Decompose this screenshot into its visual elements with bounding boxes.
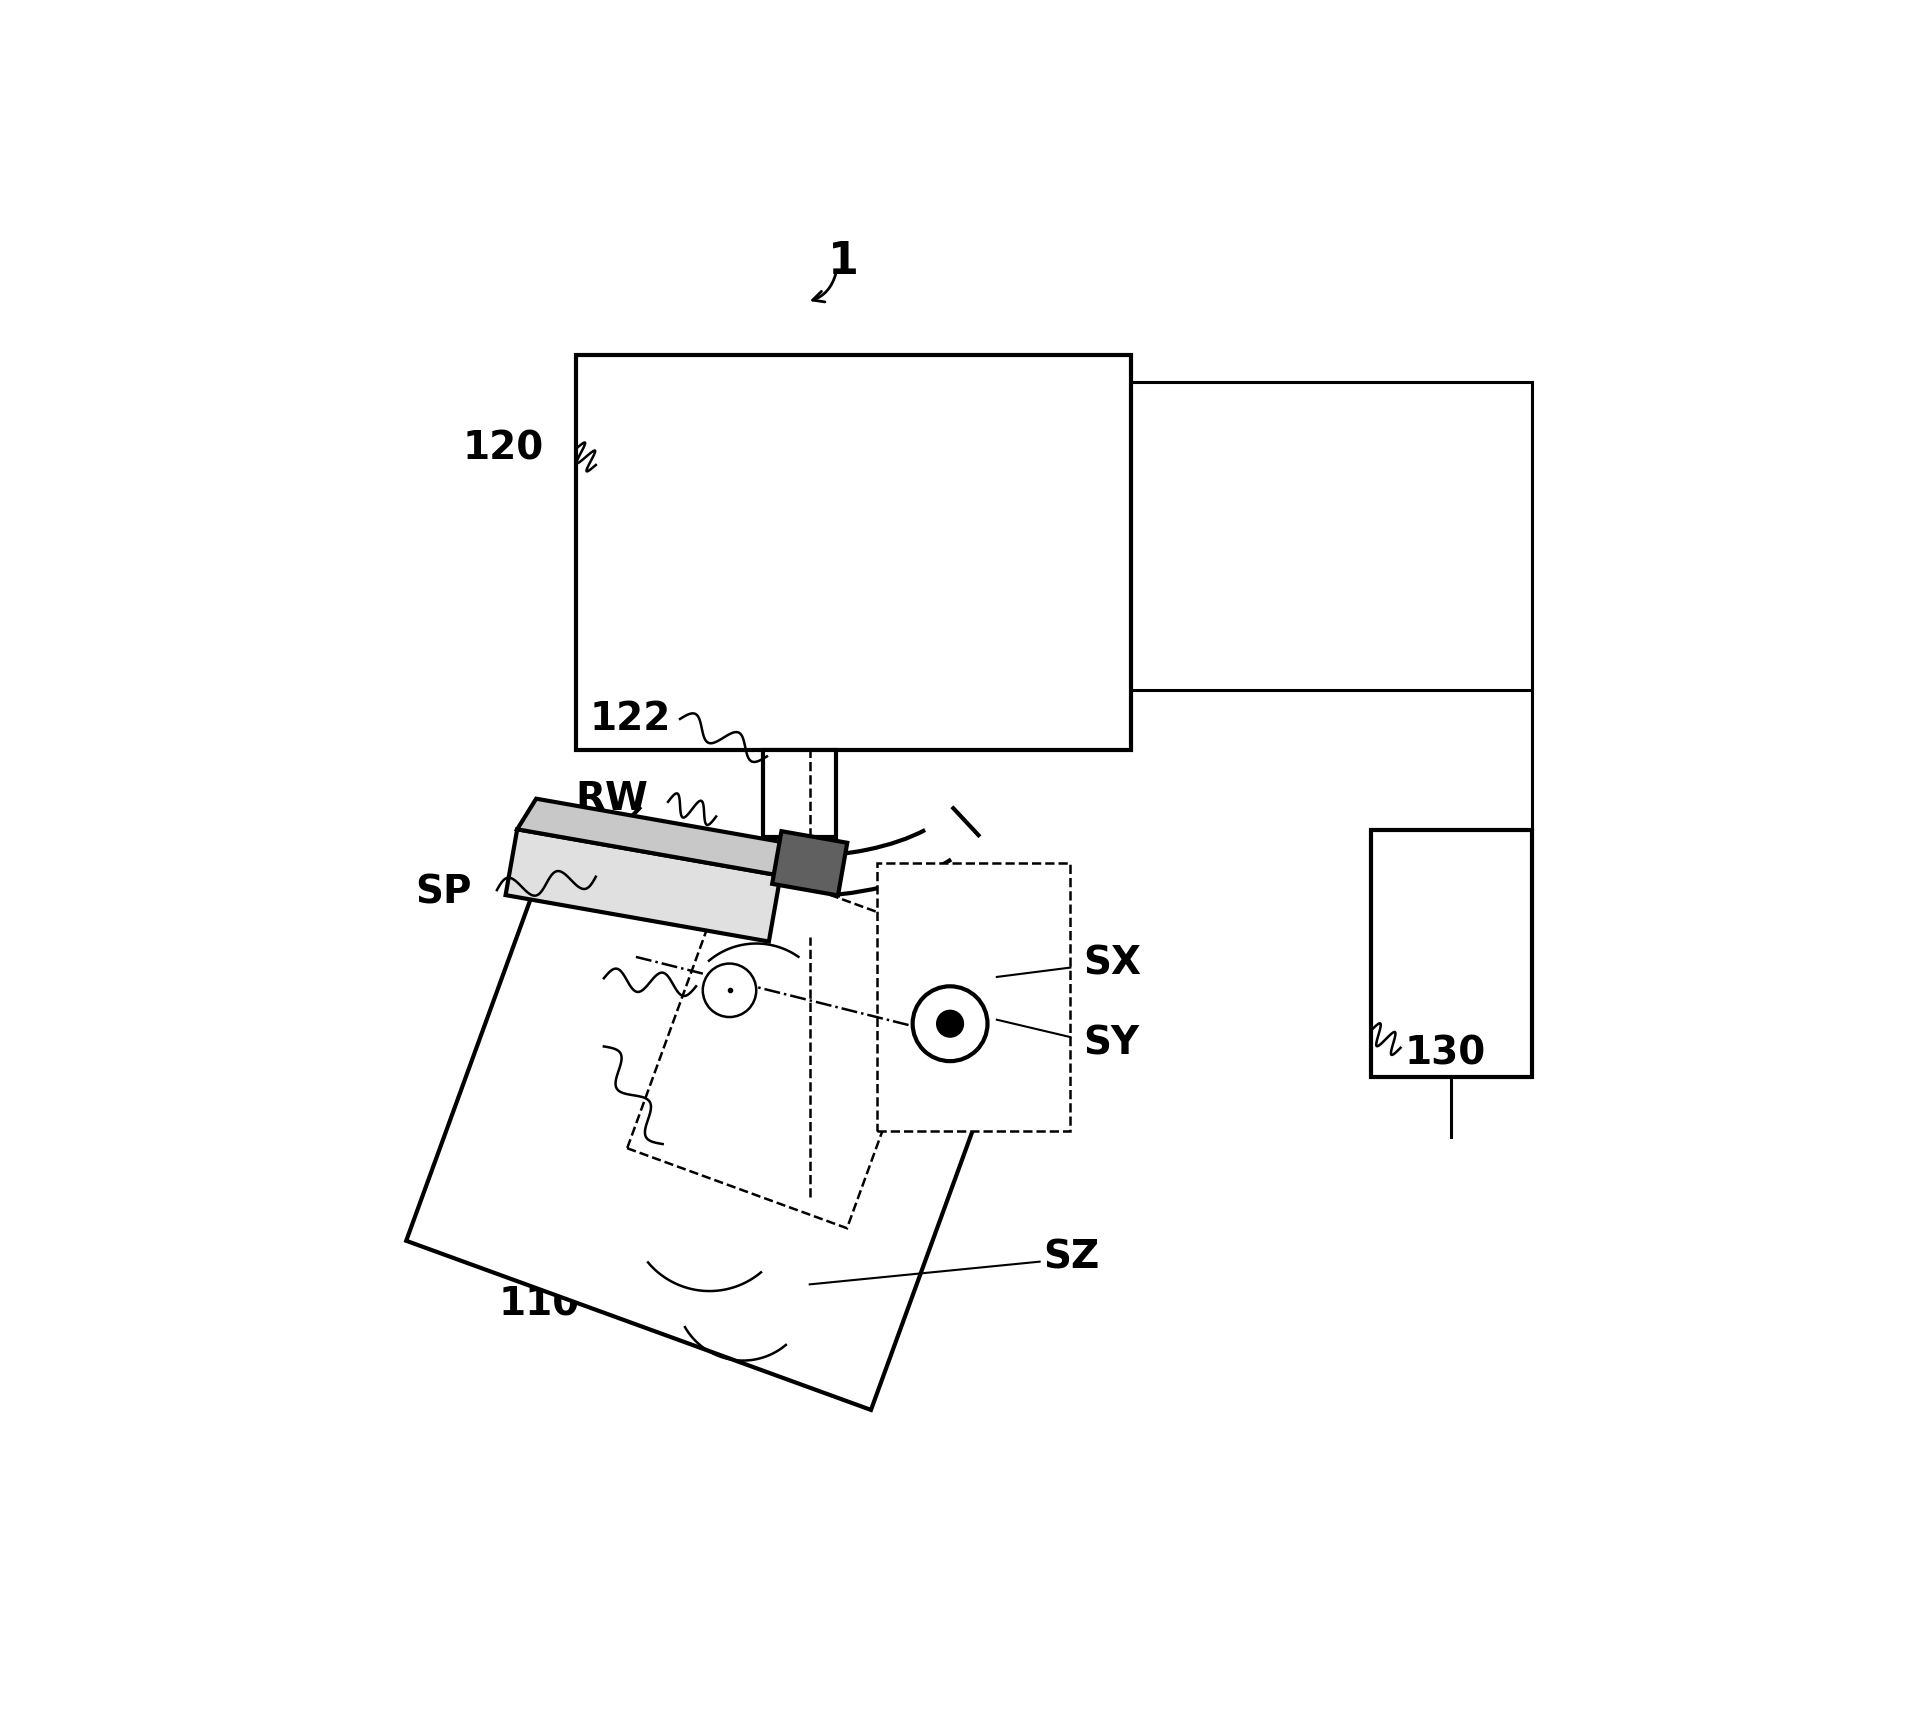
Bar <box>877 863 1071 1130</box>
Text: 120: 120 <box>462 431 543 469</box>
Text: 122: 122 <box>589 700 670 738</box>
Text: SY: SY <box>1084 1024 1140 1062</box>
Text: SX: SX <box>1084 944 1142 983</box>
Polygon shape <box>518 799 800 875</box>
Text: RZ: RZ <box>520 965 578 1003</box>
Bar <box>764 750 837 837</box>
Text: 130: 130 <box>1405 1035 1485 1073</box>
Text: SZ: SZ <box>1044 1240 1100 1276</box>
Text: RY: RY <box>520 1028 576 1066</box>
Text: 1: 1 <box>827 240 858 283</box>
Circle shape <box>913 986 988 1061</box>
Circle shape <box>936 1010 963 1036</box>
Text: SP: SP <box>415 873 472 911</box>
Bar <box>1372 830 1531 1076</box>
Polygon shape <box>771 832 848 896</box>
Polygon shape <box>407 851 1013 1410</box>
Bar <box>576 356 1130 750</box>
Polygon shape <box>505 830 781 941</box>
Polygon shape <box>628 859 952 1229</box>
Circle shape <box>702 963 756 1017</box>
Text: RW: RW <box>576 779 649 818</box>
Text: 110: 110 <box>499 1285 580 1323</box>
